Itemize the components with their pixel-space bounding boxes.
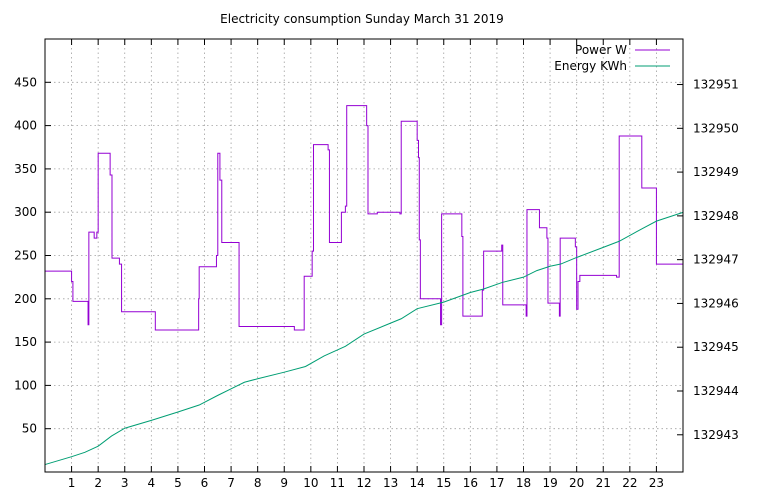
y-left-tick-label: 300 [14, 205, 37, 219]
x-tick-label: 8 [254, 476, 262, 490]
plot-frame [44, 38, 684, 473]
x-tick-label: 7 [227, 476, 235, 490]
x-tick-label: 21 [596, 476, 611, 490]
x-tick-label: 9 [280, 476, 288, 490]
y-right-tick-label: 132943 [693, 428, 739, 442]
x-tick-label: 6 [201, 476, 209, 490]
energy-kwh-line [44, 211, 684, 466]
x-tick-label: 19 [542, 476, 557, 490]
x-tick-label: 11 [330, 476, 345, 490]
x-tick-label: 10 [303, 476, 318, 490]
legend-label: Power W [575, 43, 627, 57]
legend-label: Energy KWh [554, 59, 627, 73]
y-right-tick-label: 132946 [693, 296, 739, 310]
x-tick-label: 20 [569, 476, 584, 490]
y-right-tick-label: 132945 [693, 340, 739, 354]
power-w-line [45, 105, 683, 331]
x-tick-label: 18 [516, 476, 531, 490]
y-left-tick-label: 250 [14, 249, 37, 263]
y-left-tick-label: 200 [14, 292, 37, 306]
x-tick-label: 17 [489, 476, 504, 490]
x-tick-label: 1 [68, 476, 76, 490]
y-right-tick-label: 132944 [693, 384, 739, 398]
legend: Power W Energy KWh [554, 43, 670, 73]
x-tick-label: 13 [383, 476, 398, 490]
y-left-tick-label: 150 [14, 335, 37, 349]
x-tick-label: 2 [94, 476, 102, 490]
chart-title: Electricity consumption Sunday March 31 … [220, 12, 504, 26]
y-right-tick-label: 132947 [693, 253, 739, 267]
y-right-tick-label: 132949 [693, 165, 739, 179]
y-right-tick-label: 132950 [693, 121, 739, 135]
x-tick-label: 22 [622, 476, 637, 490]
x-tick-label: 3 [121, 476, 129, 490]
y-left-tick-label: 400 [14, 119, 37, 133]
axis-ticks: 1 2 3 4 5 6 7 8 9 10 11 12 13 14 15 16 17 18 19 20 21 22 23501… [14, 39, 739, 490]
x-tick-label: 15 [436, 476, 451, 490]
y-left-tick-label: 100 [14, 378, 37, 392]
y-left-tick-label: 350 [14, 162, 37, 176]
y-left-tick-label: 50 [22, 422, 37, 436]
x-tick-label: 5 [174, 476, 182, 490]
series-layer [44, 105, 684, 466]
y-left-tick-label: 450 [14, 75, 37, 89]
x-tick-label: 4 [148, 476, 156, 490]
x-tick-label: 23 [649, 476, 664, 490]
y-right-tick-label: 132951 [693, 78, 739, 92]
x-tick-label: 14 [410, 476, 425, 490]
x-tick-label: 12 [356, 476, 371, 490]
y-right-tick-label: 132948 [693, 209, 739, 223]
x-tick-label: 16 [463, 476, 478, 490]
